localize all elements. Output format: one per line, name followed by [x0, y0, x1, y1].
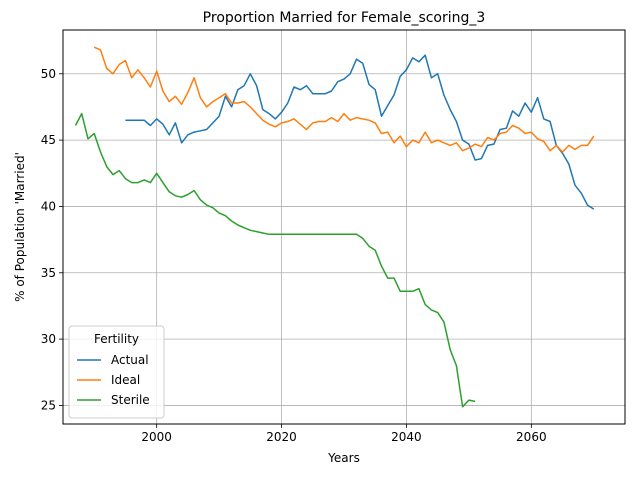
axes-frame: [62, 29, 626, 425]
legend-box: [68, 325, 165, 419]
series-line-ideal: [93, 46, 595, 153]
x-tick-label: 2040: [391, 430, 422, 444]
x-tick-label: 2020: [266, 430, 297, 444]
series-line-sterile: [74, 112, 476, 408]
y-tick-label: 50: [41, 67, 56, 81]
series-group: [74, 46, 595, 408]
legend-label-sterile: Sterile: [111, 393, 150, 407]
legend: Fertility Actual Ideal Sterile: [68, 325, 165, 419]
y-tick-label: 35: [41, 266, 56, 280]
legend-items: Actual Ideal Sterile: [77, 353, 150, 407]
legend-label-actual: Actual: [111, 353, 149, 367]
y-tick-label: 45: [41, 133, 56, 147]
y-axis-label: % of Population 'Married': [13, 152, 27, 302]
ticks: 2000 2020 2040 2060 25 30 35 40 45 50: [41, 67, 547, 444]
y-tick-label: 40: [41, 199, 56, 213]
y-tick-label: 30: [41, 332, 56, 346]
chart-title: Proportion Married for Female_scoring_3: [203, 10, 486, 26]
legend-title: Fertility: [94, 332, 139, 346]
x-axis-label: Years: [327, 451, 360, 465]
y-tick-label: 25: [41, 398, 56, 412]
x-tick-label: 2060: [516, 430, 547, 444]
series-line-actual: [125, 54, 595, 210]
legend-label-ideal: Ideal: [111, 373, 140, 387]
x-tick-label: 2000: [141, 430, 172, 444]
grid: [63, 30, 625, 424]
